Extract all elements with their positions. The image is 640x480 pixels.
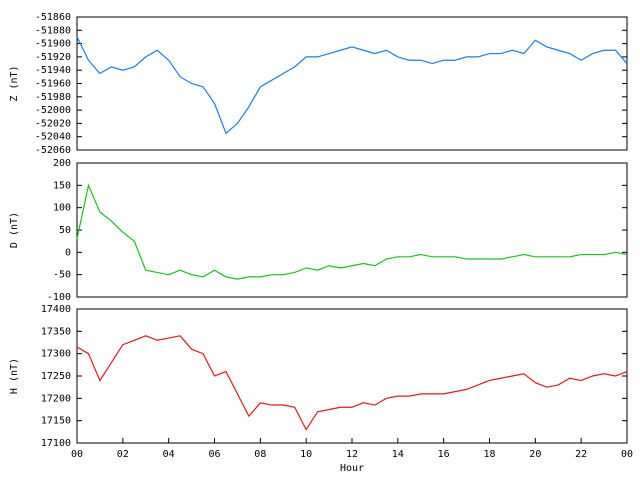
y-tick-label: -51880 xyxy=(35,25,71,36)
y-tick-label: 17250 xyxy=(41,371,71,382)
y-tick-label: 17300 xyxy=(41,349,71,360)
x-tick-label: 10 xyxy=(300,449,312,460)
plot-frame xyxy=(76,16,628,151)
y-tick-label: 100 xyxy=(53,203,71,214)
y-axis-label: H (nT) xyxy=(9,358,20,394)
y-tick-label: 200 xyxy=(53,158,71,169)
y-axis-label: D (nT) xyxy=(9,212,20,248)
plot-frame xyxy=(76,308,628,444)
y-tick-label: -52040 xyxy=(35,132,71,143)
y-tick-label: -52000 xyxy=(35,105,71,116)
x-tick-label: 02 xyxy=(117,449,129,460)
y-tick-label: 17200 xyxy=(41,393,71,404)
x-tick-label: 00 xyxy=(71,449,83,460)
y-tick-label: -51900 xyxy=(35,39,71,50)
y-tick-label: 17100 xyxy=(41,438,71,449)
x-tick-label: 12 xyxy=(346,449,358,460)
y-tick-label: -51940 xyxy=(35,65,71,76)
x-tick-label: 16 xyxy=(438,449,450,460)
x-tick-label: 06 xyxy=(208,449,220,460)
y-tick-label: 17150 xyxy=(41,416,71,427)
y-tick-label: -51920 xyxy=(35,52,71,63)
y-tick-label: 150 xyxy=(53,180,71,191)
data-line xyxy=(76,335,628,431)
y-tick-label: -52020 xyxy=(35,118,71,129)
x-tick-label: 22 xyxy=(575,449,587,460)
plot-frame xyxy=(76,162,628,298)
y-tick-label: -51980 xyxy=(35,92,71,103)
x-axis-label: Hour xyxy=(340,463,364,474)
y-tick-label: -50 xyxy=(53,270,71,281)
y-tick-label: -100 xyxy=(47,292,71,303)
x-tick-label: 00 xyxy=(621,449,633,460)
y-tick-label: 0 xyxy=(65,247,71,258)
data-line xyxy=(76,36,628,135)
y-tick-label: -52060 xyxy=(35,145,71,156)
x-tick-label: 20 xyxy=(529,449,541,460)
x-tick-label: 18 xyxy=(483,449,495,460)
y-tick-label: -51860 xyxy=(35,12,71,23)
x-tick-label: 08 xyxy=(254,449,266,460)
y-tick-label: -51960 xyxy=(35,79,71,90)
x-tick-label: 14 xyxy=(392,449,404,460)
y-axis-label: Z (nT) xyxy=(9,65,20,101)
x-tick-label: 04 xyxy=(163,449,175,460)
y-tick-label: 17350 xyxy=(41,326,71,337)
data-line xyxy=(76,183,628,280)
y-tick-label: 50 xyxy=(59,225,71,236)
y-tick-label: 17400 xyxy=(41,304,71,315)
